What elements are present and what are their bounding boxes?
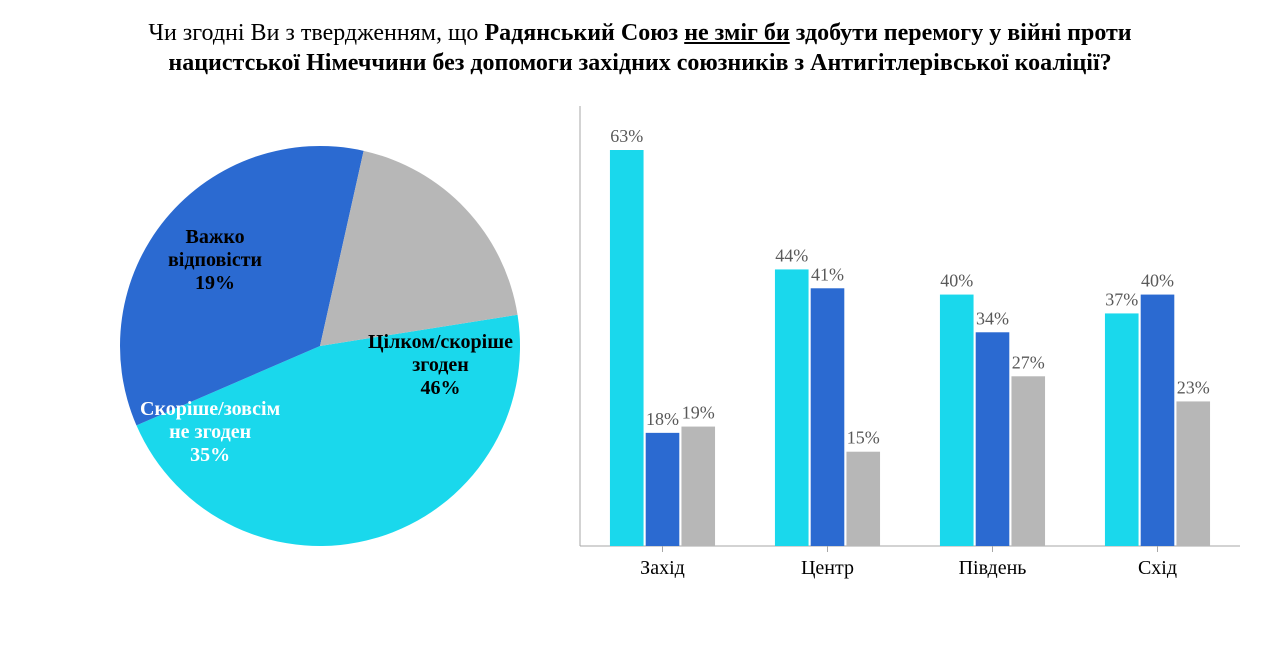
bar-value-label: 44% (775, 245, 808, 265)
pie-label-agree: Цілком/скоріше згоден 46% (368, 331, 513, 400)
pie-label-hard: Важко відповісти 19% (168, 226, 262, 295)
bar-disagree (1141, 295, 1175, 546)
bar-value-label: 63% (610, 126, 643, 146)
bar-value-label: 34% (976, 308, 1009, 328)
bar-hard (846, 452, 880, 546)
bar-disagree (646, 433, 680, 546)
bar-category-label: Захід (640, 557, 685, 579)
bar-value-label: 19% (682, 403, 715, 423)
page-title: Чи згодні Ви з твердженням, що Радянськи… (0, 0, 1280, 78)
pie-chart: Цілком/скоріше згоден 46% Скоріше/зовсім … (40, 86, 560, 606)
bar-agree (940, 295, 974, 546)
bar-category-label: Центр (801, 557, 854, 579)
pie-label-disagree: Скоріше/зовсім не згоден 35% (140, 398, 280, 467)
charts-row: Цілком/скоріше згоден 46% Скоріше/зовсім … (0, 78, 1280, 606)
bar-value-label: 41% (811, 264, 844, 284)
bar-agree (775, 269, 809, 546)
bar-category-label: Південь (959, 557, 1027, 579)
bar-hard (1011, 376, 1045, 546)
bar-value-label: 23% (1177, 377, 1210, 397)
bar-value-label: 37% (1105, 289, 1138, 309)
bar-hard (1176, 401, 1210, 546)
bar-value-label: 18% (646, 409, 679, 429)
bar-category-label: Схід (1138, 557, 1177, 579)
bar-disagree (976, 332, 1010, 546)
bar-hard (681, 427, 715, 546)
bar-value-label: 40% (940, 271, 973, 291)
bar-chart: Захід63%18%19%Центр44%41%15%Південь40%34… (570, 86, 1250, 606)
bar-agree (1105, 313, 1139, 546)
bar-disagree (811, 288, 845, 546)
bar-agree (610, 150, 644, 546)
bar-value-label: 15% (847, 428, 880, 448)
bar-value-label: 40% (1141, 271, 1174, 291)
bar-value-label: 27% (1012, 352, 1045, 372)
